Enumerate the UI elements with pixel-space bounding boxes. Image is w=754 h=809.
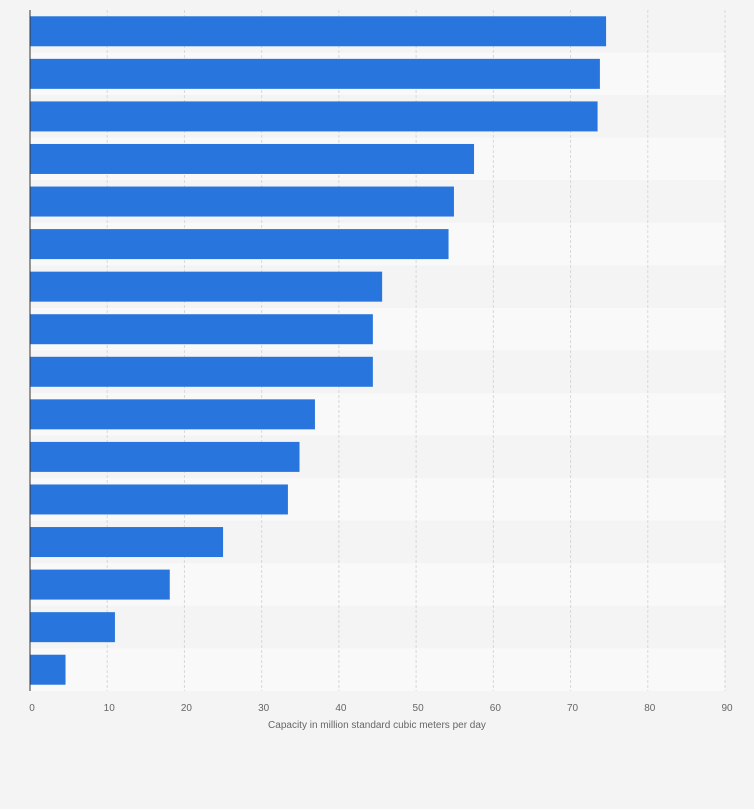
- x-tick-label: 30: [258, 703, 270, 714]
- bar[interactable]: [30, 612, 115, 643]
- bar[interactable]: [30, 101, 598, 132]
- x-axis-title: Capacity in million standard cubic meter…: [268, 720, 486, 731]
- x-tick-label: 0: [29, 703, 35, 714]
- gridlines: [106, 10, 726, 691]
- x-tick-label: 80: [644, 703, 656, 714]
- x-tick-label: 40: [335, 703, 347, 714]
- x-tick-label: 50: [413, 703, 425, 714]
- bar[interactable]: [30, 484, 288, 515]
- bar[interactable]: [30, 441, 300, 472]
- row-band: [30, 605, 725, 649]
- bar[interactable]: [30, 527, 224, 558]
- x-axis-ticks: 0 10 20 30 40 50 60 70 80 90: [29, 703, 733, 714]
- x-tick-label: 70: [567, 703, 579, 714]
- bar[interactable]: [30, 399, 315, 430]
- bar[interactable]: [30, 569, 170, 600]
- bar-series: [30, 16, 607, 685]
- x-tick-label: 60: [490, 703, 502, 714]
- bar[interactable]: [30, 16, 607, 47]
- x-tick-label: 10: [104, 703, 116, 714]
- bar[interactable]: [30, 356, 373, 387]
- x-tick-label: 90: [721, 703, 733, 714]
- bar[interactable]: [30, 58, 600, 89]
- bar[interactable]: [30, 271, 383, 302]
- bar[interactable]: [30, 229, 449, 260]
- x-tick-label: 20: [181, 703, 193, 714]
- bar[interactable]: [30, 654, 66, 685]
- bar[interactable]: [30, 143, 475, 174]
- bar[interactable]: [30, 314, 373, 345]
- bar[interactable]: [30, 186, 454, 217]
- row-band: [30, 648, 725, 691]
